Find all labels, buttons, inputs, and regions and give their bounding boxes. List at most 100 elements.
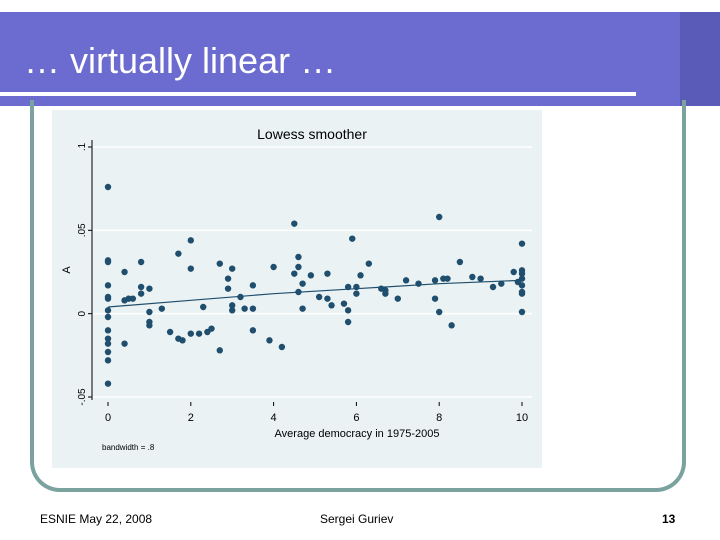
data-point: [249, 305, 257, 312]
data-point: [175, 250, 182, 257]
data-point: [510, 268, 517, 276]
data-point: [121, 268, 128, 276]
title-bar-shadow: [680, 12, 720, 106]
data-point: [328, 302, 335, 309]
data-point: [518, 290, 526, 297]
data-point: [266, 337, 273, 344]
grid-lines: [92, 146, 532, 398]
x-tick-label: 2: [188, 412, 194, 424]
data-point: [121, 340, 128, 347]
y-tick-label: -.05: [77, 388, 88, 406]
data-point: [179, 337, 186, 344]
data-point: [187, 265, 194, 272]
data-point: [291, 220, 298, 227]
footer-event: ESNIE May 22, 2008: [40, 512, 153, 526]
data-point: [340, 300, 348, 307]
data-point: [137, 290, 145, 297]
data-point: [315, 293, 323, 301]
data-point: [344, 307, 352, 314]
data-point: [295, 253, 302, 261]
title-underline: [0, 92, 636, 96]
data-point: [444, 275, 451, 282]
data-point: [249, 327, 257, 334]
y-tick-label: .1: [77, 142, 88, 151]
data-point: [104, 183, 112, 191]
data-point: [241, 305, 248, 312]
data-point: [129, 295, 137, 302]
data-point: [518, 308, 526, 316]
data-point: [365, 260, 373, 267]
slide-title: … virtually linear …: [24, 40, 337, 81]
data-point: [270, 263, 277, 271]
data-point: [158, 305, 166, 312]
bandwidth-note: bandwidth = .8: [102, 443, 155, 452]
data-point: [229, 307, 236, 314]
data-point: [104, 348, 112, 356]
y-ticks: -.05 0 .05 .1: [77, 142, 92, 406]
data-point: [229, 302, 236, 309]
data-point: [344, 318, 352, 326]
data-point: [518, 270, 526, 277]
data-point: [104, 335, 112, 342]
x-tick-label: 8: [436, 412, 442, 424]
data-point: [299, 305, 306, 312]
data-point: [477, 275, 484, 282]
data-point: [324, 270, 331, 277]
data-point: [436, 308, 443, 316]
data-point: [431, 295, 439, 302]
data-point: [498, 280, 505, 287]
data-point: [278, 343, 286, 351]
data-point: [324, 295, 331, 302]
data-point: [224, 275, 232, 282]
data-point: [146, 322, 153, 329]
data-point: [195, 330, 203, 337]
data-point: [187, 330, 194, 337]
data-point: [166, 328, 174, 336]
data-point: [448, 322, 455, 329]
y-tick-label: .05: [77, 223, 88, 237]
data-point: [104, 340, 112, 347]
x-tick-label: 0: [105, 412, 111, 424]
data-point: [200, 303, 207, 311]
data-point: [249, 282, 257, 289]
data-point: [489, 283, 497, 291]
x-axis-label: Average democracy in 1975-2005: [275, 428, 440, 440]
data-point: [216, 347, 223, 354]
content-frame: [30, 100, 686, 492]
data-point: [456, 258, 464, 266]
data-point: [382, 290, 389, 297]
page-number: 13: [662, 512, 676, 526]
data-point: [104, 327, 112, 334]
data-point: [137, 283, 145, 291]
data-point: [104, 357, 112, 364]
data-point: [291, 270, 298, 277]
x-ticks: 0 2 4 6 8 10: [105, 402, 528, 424]
data-point: [224, 285, 232, 292]
x-tick-label: 10: [516, 412, 528, 424]
data-point: [104, 307, 112, 314]
title-bar: [0, 12, 720, 106]
x-tick-label: 4: [271, 412, 277, 424]
scatter-points: [104, 183, 526, 387]
data-point: [431, 277, 439, 284]
data-point: [229, 265, 236, 272]
data-point: [299, 280, 306, 287]
lowess-chart: -.05 0 .05 .1 0 2 4 6 8 10 Lowess smoother A Ave…: [61, 126, 532, 452]
data-point: [216, 260, 223, 267]
data-point: [104, 258, 112, 266]
data-point: [104, 282, 112, 289]
data-point: [469, 273, 476, 281]
data-point: [518, 282, 526, 289]
chart-title: Lowess smoother: [257, 126, 367, 142]
data-point: [104, 295, 112, 302]
y-tick-label: 0: [77, 310, 88, 316]
data-point: [187, 237, 194, 244]
data-point: [146, 308, 153, 316]
data-point: [353, 290, 360, 297]
data-point: [402, 277, 410, 284]
data-point: [104, 313, 112, 321]
data-point: [295, 263, 302, 271]
data-point: [349, 235, 356, 242]
y-axis-label: A: [61, 266, 73, 274]
data-point: [237, 293, 244, 301]
